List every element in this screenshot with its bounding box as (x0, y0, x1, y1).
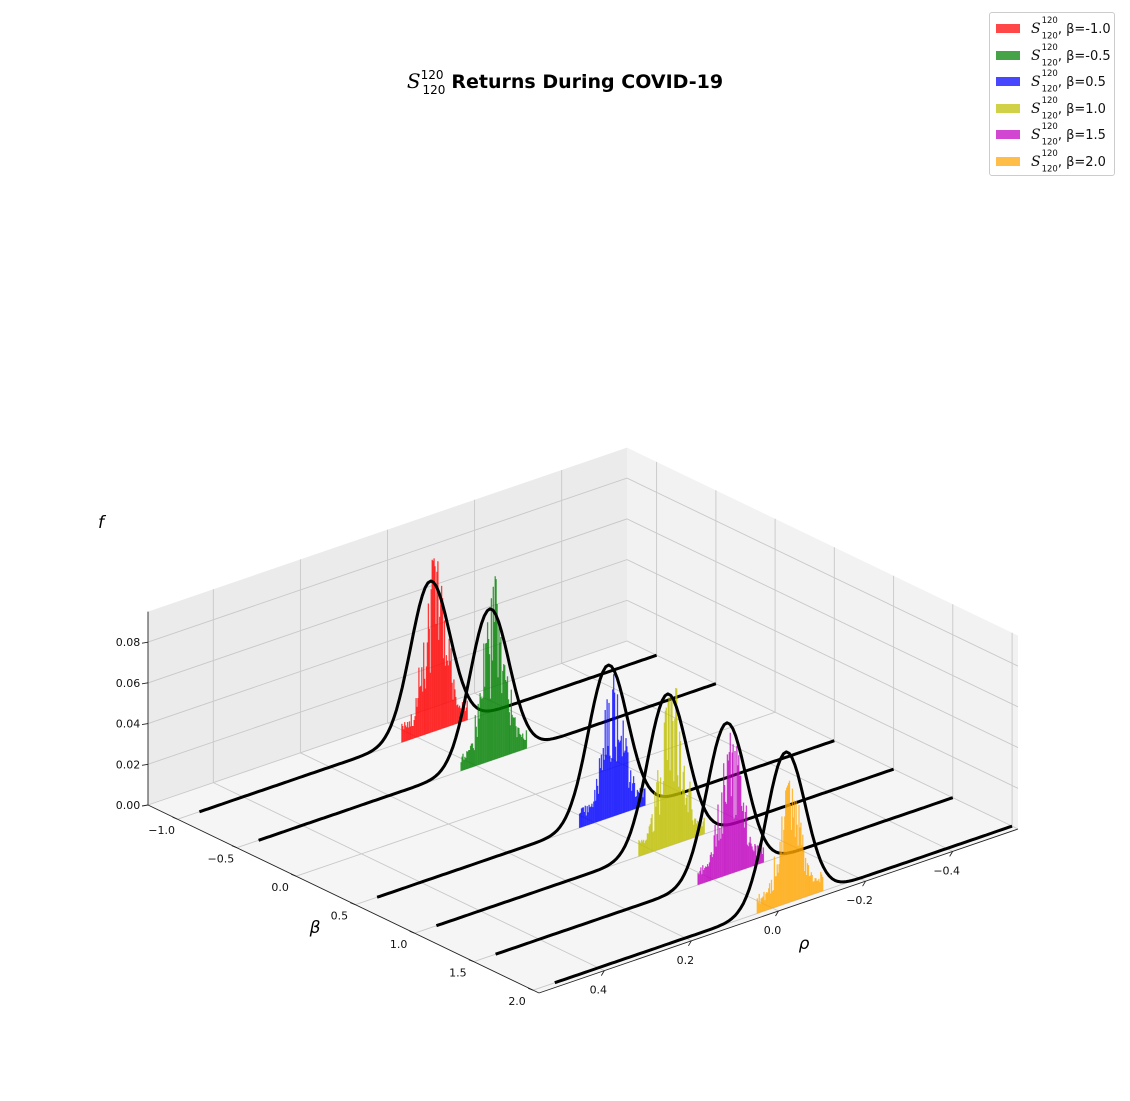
z-tick-label: 0.02 (116, 758, 141, 771)
y-tick-mark (350, 902, 356, 906)
series-β=1.5 (495, 721, 954, 956)
axis-panes (148, 447, 1018, 993)
z-tick-label: 0.08 (116, 636, 141, 649)
x-tick-label: −0.2 (846, 894, 873, 907)
series-β=0.5 (376, 663, 835, 899)
z-tick-label: 0.06 (116, 677, 141, 690)
fitted-curve (554, 750, 1013, 985)
legend: S120 120, β=-1.0 S120 120, β=-0.5 S120 120, β… (989, 12, 1115, 176)
z-axis-label: f (98, 513, 107, 533)
fitted-curve (258, 607, 717, 842)
y-tick-mark (527, 987, 534, 991)
series-β=-1.0 (198, 558, 658, 814)
legend-swatch (996, 77, 1020, 86)
legend-label: S120 120, β=1.5 (1031, 122, 1106, 148)
legend-label: S120 120, β=-0.5 (1031, 42, 1111, 69)
y-tick-mark (231, 845, 238, 849)
fitted-curve (376, 663, 835, 899)
y-tick-label: 1.0 (390, 938, 408, 951)
legend-item: S120 120, β=-0.5 (990, 42, 1114, 71)
y-tick-mark (468, 959, 475, 963)
series-β=-0.5 (258, 576, 717, 842)
x-tick-mark (688, 940, 692, 947)
legend-swatch (996, 24, 1020, 33)
grid-line-f (147, 599, 1019, 789)
title-text: Returns During COVID-19 (451, 71, 723, 93)
x-tick-mark (600, 970, 605, 976)
tick-labels: −0.4 −0.2 0.0 0.2 0.4 −1.0 −0.5 0.0 0.5 1.0 1.5 2.0… (116, 636, 960, 1008)
y-tick-label: 2.0 (508, 995, 526, 1008)
grid-line-f (147, 518, 1019, 708)
grid-line-f (147, 640, 1019, 830)
y-tick-label: −1.0 (148, 824, 175, 837)
y-tick-mark (290, 873, 297, 877)
legend-swatch (996, 130, 1020, 139)
x-tick-label: −0.4 (933, 864, 960, 877)
title-symbol: S (407, 69, 421, 93)
z-tick-mark (141, 723, 149, 726)
legend-item: S120 120, β=1.0 (990, 95, 1114, 124)
x-tick-label: 0.2 (677, 954, 695, 967)
z-tick-mark (141, 682, 149, 685)
series-β=2.0 (554, 750, 1013, 985)
series-β=1.0 (435, 688, 895, 928)
x-axis-label: ρ (799, 934, 810, 954)
legend-swatch (996, 50, 1020, 60)
y-tick-label: 1.5 (449, 967, 467, 980)
legend-item: S120 120, β=0.5 (990, 70, 1114, 97)
legend-swatch (996, 156, 1020, 166)
plot-area (198, 558, 1013, 985)
x-tick-label: 0.4 (590, 984, 608, 997)
title-subscript: 120 (423, 83, 446, 97)
x-tick-label: 0.0 (764, 924, 782, 937)
back-pane-right (627, 447, 1018, 829)
fitted-curve (198, 579, 658, 814)
z-tick-mark (141, 763, 149, 766)
legend-item: S120 120, β=2.0 (990, 148, 1114, 177)
x-tick-mark (862, 880, 866, 887)
legend-swatch (996, 103, 1020, 113)
z-tick-mark (141, 641, 149, 644)
legend-label: S120 120, β=1.0 (1031, 95, 1106, 122)
y-axis-label: β (309, 918, 321, 938)
legend-item: S120 120, β=-1.0 (990, 17, 1114, 44)
legend-label: S120 120, β=-1.0 (1031, 16, 1111, 42)
y-tick-label: 0.0 (271, 881, 289, 894)
grid-line-f (147, 559, 1019, 749)
y-tick-mark (172, 816, 178, 820)
x-tick-mark (775, 910, 779, 917)
grid-line-f (147, 477, 1019, 667)
fitted-curve (435, 692, 895, 928)
legend-item: S120 120, β=1.5 (990, 123, 1114, 150)
title-superscript: 120 (421, 68, 444, 82)
z-tick-label: 0.04 (116, 718, 141, 731)
y-tick-label: −0.5 (208, 853, 235, 866)
fitted-curve (495, 721, 954, 956)
z-tick-mark (141, 804, 149, 807)
z-tick-label: 0.00 (116, 799, 141, 812)
legend-label: S120 120, β=2.0 (1031, 148, 1106, 175)
legend-label: S120 120, β=0.5 (1031, 69, 1106, 95)
y-tick-label: 0.5 (331, 910, 349, 923)
x-tick-mark (949, 851, 954, 857)
chart-title: S120 120 Returns During COVID-19 (407, 68, 723, 97)
y-tick-mark (409, 930, 415, 934)
